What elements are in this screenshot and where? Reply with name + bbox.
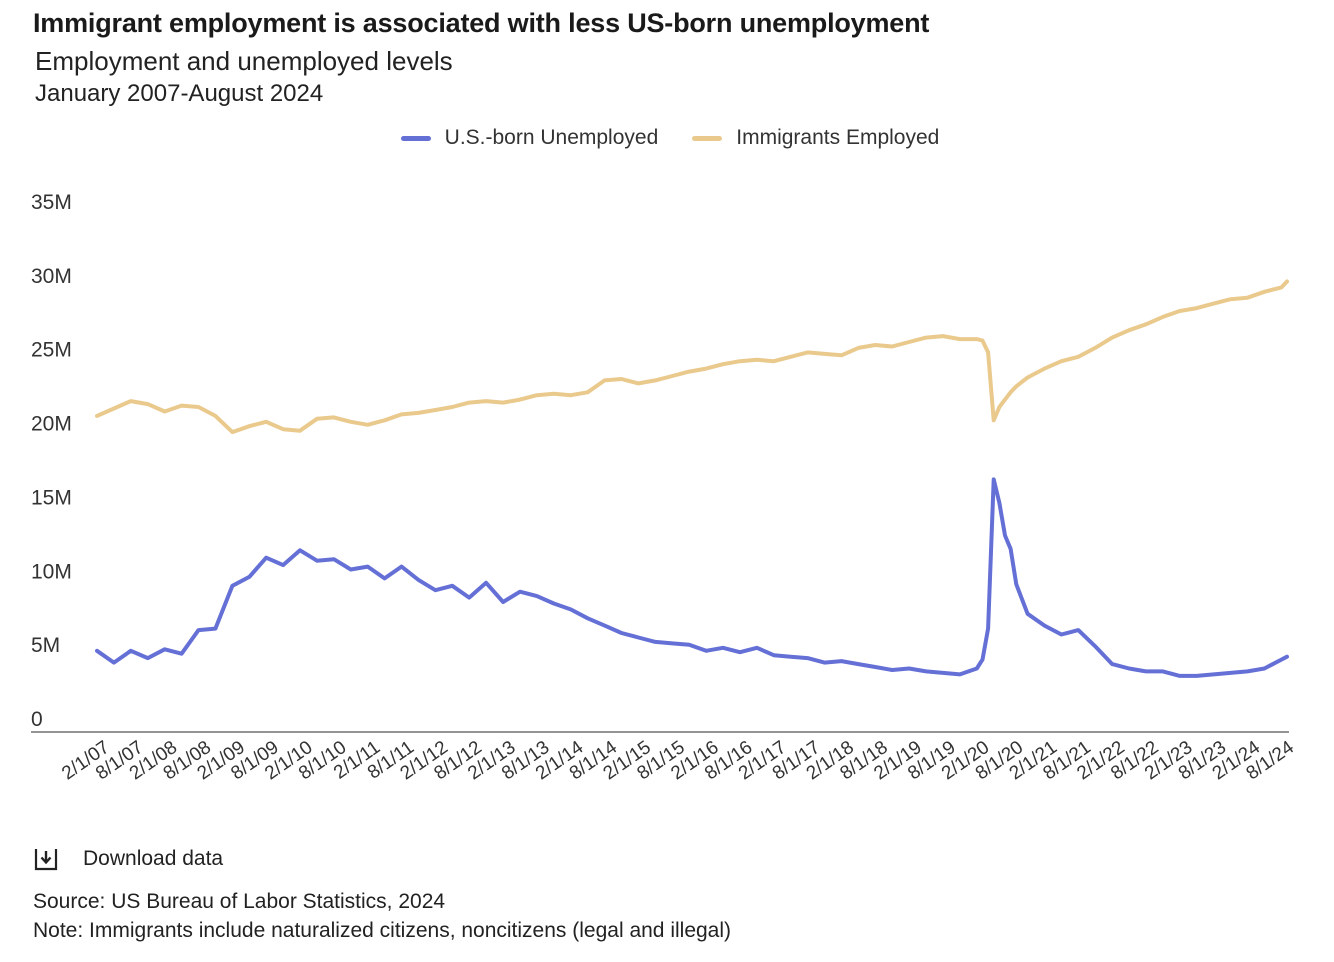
download-data-button[interactable]: Download data (33, 846, 223, 872)
legend-swatch-us-born-unemployed (400, 135, 431, 141)
line-chart: 05M10M15M20M25M30M35M2/1/078/1/072/1/088… (31, 191, 1298, 784)
source-text: Source: US Bureau of Labor Statistics, 2… (33, 890, 446, 913)
download-data-label: Download data (83, 847, 224, 870)
legend: U.S.-born Unemployed Immigrants Employed (0, 126, 1334, 150)
y-tick-label: 30M (31, 265, 72, 288)
legend-swatch-immigrants-employed (692, 135, 723, 141)
y-tick-label: 0 (31, 708, 43, 731)
y-tick-label: 10M (31, 560, 72, 583)
series-line-us-born-unemployed (95, 477, 1289, 678)
series-line-immigrants-employed (95, 279, 1289, 435)
y-tick-label: 25M (31, 339, 72, 362)
legend-item-us-born-unemployed[interactable]: U.S.-born Unemployed (395, 126, 659, 150)
y-tick-label: 35M (31, 191, 72, 214)
note-text: Note: Immigrants include naturalized cit… (33, 919, 732, 942)
legend-label-us-born-unemployed: U.S.-born Unemployed (444, 126, 659, 149)
legend-item-immigrants-employed[interactable]: Immigrants Employed (686, 126, 939, 150)
chart-subtitle: Employment and unemployed levels (35, 46, 453, 76)
date-range: January 2007-August 2024 (35, 80, 324, 107)
legend-label-immigrants-employed: Immigrants Employed (736, 126, 940, 149)
y-tick-label: 20M (31, 413, 72, 436)
chart-title: Immigrant employment is associated with … (33, 8, 930, 38)
y-tick-label: 15M (31, 486, 72, 509)
download-icon (34, 849, 58, 871)
y-tick-label: 5M (31, 634, 60, 657)
